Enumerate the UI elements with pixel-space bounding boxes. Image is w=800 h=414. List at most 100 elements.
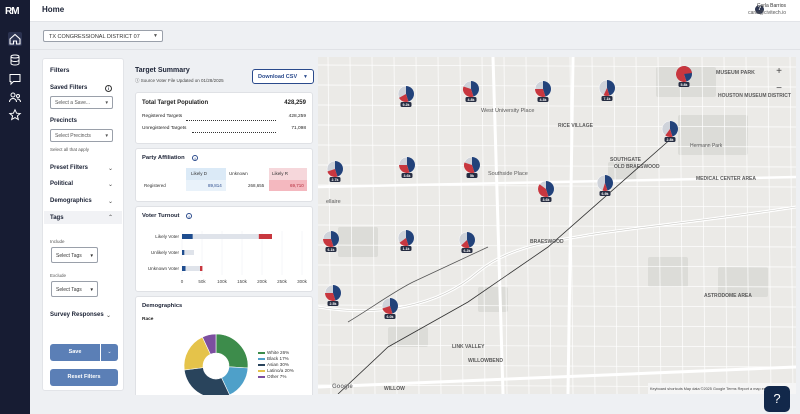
total-value: 428,259 <box>284 100 306 106</box>
map-footer: Keyboard shortcuts Map data ©2025 Google… <box>650 387 770 391</box>
exclude-tags-placeholder: Select Tags <box>56 287 82 293</box>
message-icon[interactable] <box>8 72 22 86</box>
street <box>318 164 796 168</box>
street <box>789 57 794 394</box>
database-icon[interactable] <box>8 53 22 67</box>
precinct-badge: 6.1k <box>328 248 335 252</box>
map-canvas[interactable]: MUSEUM PARK West University Place RICE VIL… <box>318 57 796 394</box>
zoom-out-button[interactable]: − <box>776 83 782 94</box>
reset-filters-button[interactable]: Reset Filters <box>50 369 118 386</box>
precincts-select[interactable]: Select Precincts ▼ <box>50 129 113 142</box>
download-csv-button[interactable]: Download CSV ▼ <box>252 69 314 84</box>
precinct-pie-slice <box>406 86 414 102</box>
precinct-pie-slice <box>676 66 692 82</box>
demographics-toggle[interactable]: Demographics <box>50 198 92 204</box>
party-title: Party Affiliation <box>142 155 185 161</box>
precinct-badge: 4.3k <box>540 98 547 102</box>
precinct-badge-bg <box>461 248 473 253</box>
legend-swatch <box>258 370 265 372</box>
precinct-badge-bg <box>599 191 611 196</box>
donut-slice <box>215 333 249 369</box>
turnout-bar-r <box>258 234 272 239</box>
precinct-pie-slice <box>407 157 415 173</box>
precinct-pie-slice <box>406 230 415 246</box>
user-menu[interactable]: Carla Barrios carla@civitech.io <box>748 3 786 16</box>
saved-filters-label: Saved Filters <box>50 85 88 91</box>
zoom-in-button[interactable]: + <box>776 66 782 77</box>
turnout-bar-d <box>182 234 193 239</box>
col-likely-d: Likely D <box>191 171 208 176</box>
precinct-badge: 6.0k <box>387 315 394 319</box>
political-toggle[interactable]: Political <box>50 181 74 187</box>
district-select-value: TX CONGRESSIONAL DISTRICT 07 <box>49 34 140 40</box>
val-likely-r: 69,710 <box>290 183 304 188</box>
app-logo[interactable]: RM <box>5 6 20 17</box>
save-button[interactable]: Save <box>50 344 100 361</box>
legend-swatch <box>258 364 265 366</box>
street <box>701 57 706 394</box>
home-icon[interactable] <box>8 32 22 46</box>
precinct-pie-slice <box>607 80 615 96</box>
chevron-down-icon[interactable]: ⌄ <box>101 344 118 361</box>
precinct-badge: 7.1k <box>604 97 611 101</box>
info-icon[interactable]: i <box>105 85 112 92</box>
map-label: Southside Place <box>488 171 528 177</box>
precinct-badge: 5.8k <box>681 83 688 87</box>
turnout-bar-d <box>182 266 186 271</box>
precinct-badge-bg <box>540 197 552 202</box>
tick-label: 50k <box>198 279 206 284</box>
precinct-badge-bg <box>329 177 341 182</box>
exclude-tags-select[interactable]: Select Tags ▼ <box>51 281 98 297</box>
district-select[interactable]: TX CONGRESSIONAL DISTRICT 07 ▼ <box>43 30 163 42</box>
user-email: carla@civitech.io <box>748 10 786 16</box>
precinct-pie-slice <box>398 94 409 102</box>
saved-filters-placeholder: Select a Save... <box>55 100 91 106</box>
include-tags-select[interactable]: Select Tags ▼ <box>51 247 98 263</box>
map-label: RICE VILLAGE <box>558 123 594 129</box>
precinct-pie-slice <box>546 181 554 197</box>
tags-toggle[interactable]: Tags <box>50 215 64 221</box>
info-icon[interactable]: i <box>192 155 198 161</box>
street <box>318 324 796 328</box>
turnout-row-label: Likely Voter <box>155 234 179 239</box>
tags-row <box>44 211 122 224</box>
turnout-bar-u <box>184 250 194 255</box>
street <box>318 84 796 88</box>
survey-responses-toggle[interactable]: Survey Responses <box>50 312 104 318</box>
chevron-down-icon[interactable]: ⌄ <box>107 182 113 188</box>
likely-r-cell-bg <box>269 180 307 191</box>
info-icon[interactable]: i <box>186 213 192 219</box>
chevron-down-icon: ▼ <box>89 253 94 258</box>
map-label: ASTRODOME AREA <box>704 293 752 299</box>
chevron-down-icon: ▼ <box>104 133 109 138</box>
street <box>318 264 796 268</box>
chevron-up-icon[interactable]: ⌃ <box>107 215 113 221</box>
unregistered-label: Unregistered Targets <box>142 126 187 131</box>
users-icon[interactable] <box>8 90 22 104</box>
map-label: WILLOWBEND <box>468 358 503 364</box>
chevron-down-icon[interactable]: ⌄ <box>105 313 111 319</box>
tick-label: 200k <box>257 279 268 284</box>
precinct-pie-slice <box>543 81 551 97</box>
preset-filters-toggle[interactable]: Preset Filters <box>50 165 89 171</box>
precinct-badge-bg <box>601 96 613 101</box>
street <box>327 57 332 394</box>
precinct-pie-slice <box>382 306 393 315</box>
precinct-pie-slice <box>602 183 608 192</box>
precinct-pie-slice <box>605 175 614 191</box>
precinct-pie-slice <box>538 184 549 198</box>
map[interactable]: MUSEUM PARK West University Place RICE VIL… <box>318 57 796 394</box>
chevron-down-icon[interactable]: ⌄ <box>107 166 113 172</box>
help-chat-button[interactable]: ? <box>764 386 790 412</box>
star-icon[interactable] <box>8 108 22 122</box>
race-legend: White 26% Black 17% Asian 30% Latino/a 20% O… <box>258 350 294 380</box>
precinct-badge: 3.6k <box>543 198 550 202</box>
legend-item: Latino/a 20% <box>258 368 294 374</box>
chevron-down-icon[interactable]: ⌄ <box>107 199 113 205</box>
street <box>767 57 772 394</box>
saved-filters-select[interactable]: Select a Save... ▼ <box>50 96 113 109</box>
map-label: Hermann Park <box>690 143 723 149</box>
help-icon[interactable]: ? <box>755 5 764 14</box>
party-affiliation-card: Party Affiliation i Likely D Unknown Lik… <box>135 148 313 202</box>
race-donut-chart <box>183 333 249 395</box>
